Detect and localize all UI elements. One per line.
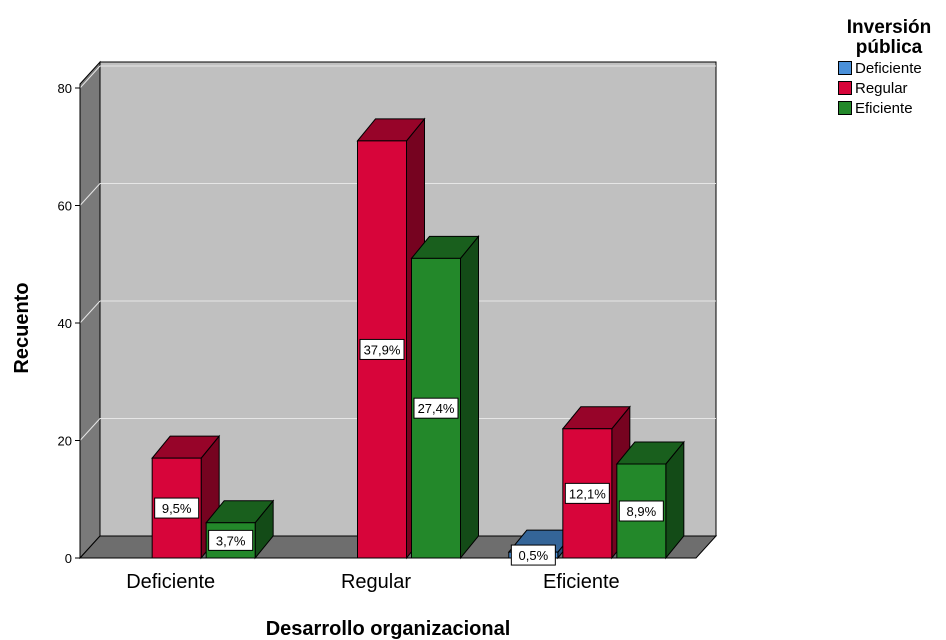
data-label-text: 37,9% xyxy=(364,342,401,357)
legend-swatch xyxy=(838,101,852,115)
legend-item: Eficiente xyxy=(838,98,944,118)
y-tick-label: 0 xyxy=(65,551,72,566)
legend-label: Regular xyxy=(855,79,908,97)
x-tick-label: Eficiente xyxy=(543,571,620,593)
x-tick-label: Deficiente xyxy=(126,571,215,593)
axes: 0 20 40 60 80 Deficiente Regular Eficiente Desar… xyxy=(11,81,620,640)
data-label: 3,7% xyxy=(208,529,254,551)
data-label-box xyxy=(359,338,405,360)
data-label-text: 12,1% xyxy=(569,486,606,501)
gridline-side xyxy=(79,183,101,206)
gridline-side xyxy=(79,418,101,441)
data-label-text: 0,5% xyxy=(519,548,549,563)
y-tick-label: 60 xyxy=(58,199,72,214)
y-tick-label: 20 xyxy=(58,434,72,449)
y-axis-title: Recuento xyxy=(11,282,33,373)
data-label-box xyxy=(564,482,610,504)
data-label: 12,1% xyxy=(564,482,610,504)
gridline-side xyxy=(79,65,101,89)
x-tick-label: Regular xyxy=(341,571,411,593)
data-label-text: 27,4% xyxy=(418,401,455,416)
legend-label: Eficiente xyxy=(855,99,913,117)
data-label: 9,5% xyxy=(154,497,200,519)
data-label-text: 8,9% xyxy=(627,504,657,519)
data-label: 8,9% xyxy=(618,500,664,522)
data-label-box xyxy=(154,497,200,519)
y-tick-label: 80 xyxy=(58,81,72,96)
legend-title: Inversión pública xyxy=(846,17,932,58)
bar xyxy=(205,499,275,560)
legend-items: Deficiente Regular Eficiente xyxy=(834,58,944,118)
data-label: 27,4% xyxy=(413,397,459,419)
data-label: 37,9% xyxy=(359,338,405,360)
data-labels: 9,5% 3,7% 37,9% 27,4% 0,5% 12,1% 8,9% xyxy=(154,338,664,566)
bar xyxy=(615,440,685,560)
legend-item: Deficiente xyxy=(838,58,944,78)
side-wall xyxy=(79,60,101,560)
data-label-box xyxy=(510,544,556,566)
gridline-side xyxy=(79,300,101,324)
legend: Inversión pública Deficiente Regular Efici… xyxy=(834,18,944,118)
legend-label: Deficiente xyxy=(855,59,922,77)
data-label: 0,5% xyxy=(510,544,556,566)
data-label-box xyxy=(618,500,664,522)
legend-swatch xyxy=(838,61,852,75)
data-label-text: 9,5% xyxy=(162,501,192,516)
legend-item: Regular xyxy=(838,78,944,98)
data-label-box xyxy=(208,529,254,551)
data-label-box xyxy=(413,397,459,419)
bar-side xyxy=(460,234,479,560)
y-tick-label: 40 xyxy=(58,316,72,331)
data-label-text: 3,7% xyxy=(216,533,246,548)
bar xyxy=(410,234,480,560)
x-axis-title: Desarrollo organizacional xyxy=(266,618,511,640)
legend-swatch xyxy=(838,81,852,95)
